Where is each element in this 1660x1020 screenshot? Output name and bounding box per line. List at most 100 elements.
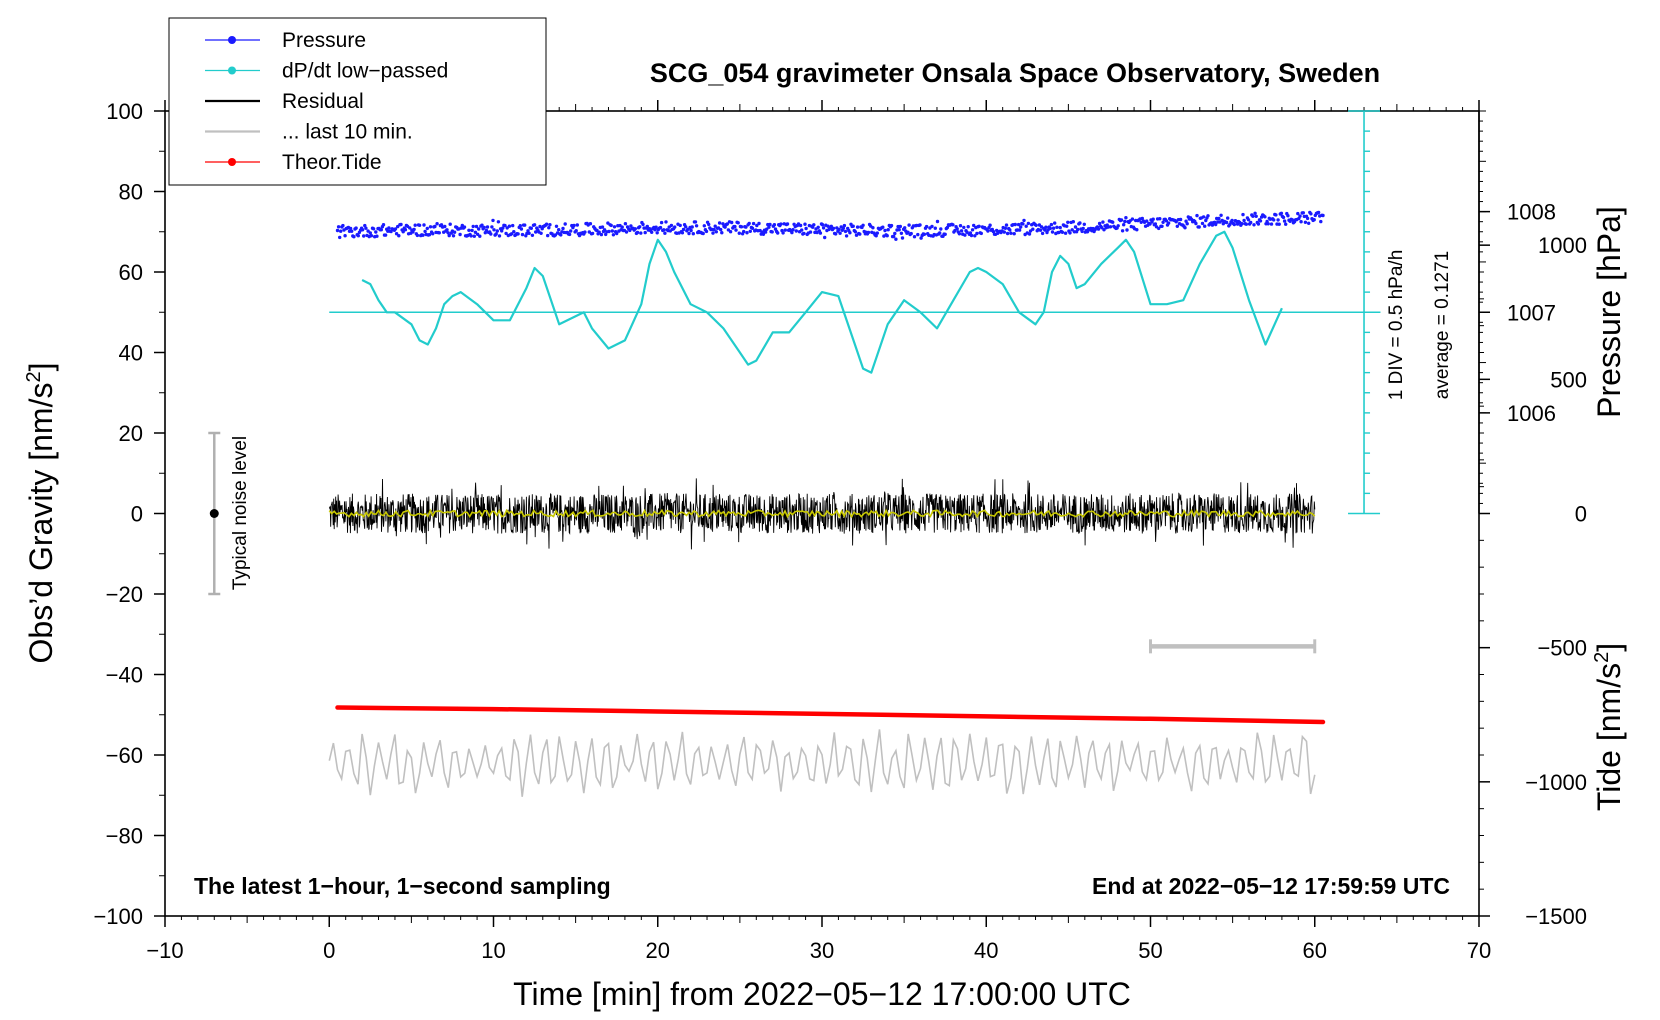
- pressure-point: [821, 226, 826, 230]
- pressure-point: [1197, 225, 1201, 229]
- pressure-point: [452, 230, 457, 234]
- pressure-point: [1124, 216, 1128, 220]
- pressure-point: [363, 223, 367, 228]
- pressure-point: [475, 232, 480, 236]
- pressure-point: [717, 221, 722, 225]
- pressure-point: [655, 231, 659, 235]
- pressure-point: [945, 225, 950, 230]
- pressure-point: [770, 230, 774, 234]
- theor-tide-series: [335, 705, 1326, 725]
- pressure-point: [979, 231, 983, 236]
- pressure-point: [654, 225, 658, 229]
- pressure-point: [338, 235, 342, 240]
- pressure-point: [1017, 228, 1022, 232]
- pressure-point: [669, 223, 674, 228]
- pressure-point: [433, 224, 437, 229]
- pressure-point: [387, 226, 391, 230]
- pressure-point: [1175, 224, 1180, 228]
- pressure-point: [747, 221, 751, 226]
- pressure-point: [1298, 214, 1302, 218]
- pressure-point: [1274, 213, 1278, 217]
- pressure-point: [374, 230, 378, 234]
- pressure-point: [820, 223, 825, 227]
- pressure-point: [903, 226, 907, 230]
- pressure-point: [1203, 224, 1207, 228]
- pressure-point: [986, 229, 990, 233]
- pressure-point: [689, 228, 693, 233]
- pressure-point: [1201, 215, 1206, 219]
- legend-marker: [228, 66, 236, 75]
- pressure-point: [893, 231, 897, 236]
- pressure-point: [963, 233, 967, 237]
- pressure-point: [412, 227, 416, 232]
- pressure-point: [957, 232, 962, 236]
- pressure-point: [818, 231, 823, 235]
- residual-series: [328, 478, 1316, 550]
- pressure-point: [1230, 218, 1234, 223]
- pressure-point: [615, 231, 619, 236]
- pressure-point: [841, 226, 846, 230]
- pressure-point: [803, 222, 807, 226]
- pressure-point: [730, 220, 734, 225]
- pressure-point: [415, 233, 420, 238]
- pressure-point: [413, 223, 417, 227]
- pressure-point: [694, 224, 699, 228]
- pressure-point: [1140, 216, 1145, 221]
- pressure-point: [1078, 221, 1082, 225]
- pressure-point: [739, 225, 744, 229]
- pressure-point: [590, 231, 595, 236]
- pressure-point: [1108, 225, 1113, 229]
- pressure-point: [894, 237, 898, 241]
- pressure-point: [1312, 218, 1316, 222]
- pressure-point: [958, 224, 963, 228]
- legend-label: Theor.Tide: [282, 151, 382, 174]
- legend-label: Residual: [282, 90, 364, 113]
- pressure-point: [1116, 224, 1120, 228]
- pressure-point: [1049, 222, 1054, 227]
- pressure-point: [1178, 217, 1183, 222]
- pressure-point: [1174, 220, 1178, 224]
- pressure-point: [1256, 222, 1261, 226]
- pressure-point: [658, 225, 663, 230]
- pressure-point: [1063, 231, 1068, 235]
- pressure-point: [1122, 223, 1126, 227]
- pressure-point: [383, 233, 388, 237]
- pressure-point: [352, 235, 356, 239]
- pressure-point: [1048, 226, 1053, 231]
- pressure-point: [1161, 220, 1165, 224]
- pressure-point: [597, 230, 601, 234]
- pressure-point: [1068, 231, 1072, 235]
- y-tick-label: −80: [106, 824, 143, 849]
- pressure-point: [446, 231, 450, 235]
- pressure-point: [702, 224, 706, 228]
- pressure-point: [1034, 223, 1038, 227]
- pressure-point: [425, 226, 429, 231]
- pressure-tick-label: 1007: [1507, 300, 1556, 325]
- pressure-point: [1097, 221, 1102, 226]
- pressure-point: [886, 228, 890, 232]
- pressure-point: [1012, 232, 1016, 236]
- pressure-point: [437, 231, 441, 235]
- pressure-point: [851, 224, 855, 228]
- pressure-point: [484, 228, 489, 233]
- pressure-point: [798, 223, 803, 228]
- pressure-point: [489, 232, 493, 236]
- tide-axis-title-main: Tide [nm/s: [1591, 663, 1627, 811]
- pressure-point: [501, 226, 505, 230]
- pressure-point: [829, 224, 833, 228]
- pressure-point: [1130, 217, 1135, 221]
- pressure-point: [755, 223, 759, 228]
- pressure-point: [701, 231, 705, 236]
- pressure-point: [962, 225, 966, 230]
- pressure-point: [713, 224, 717, 228]
- tide-tick-label: 1000: [1538, 233, 1587, 258]
- pressure-point: [802, 231, 806, 236]
- pressure-point: [1040, 231, 1045, 236]
- pressure-point: [469, 234, 473, 238]
- pressure-point: [1279, 211, 1284, 215]
- tide-axis-title: Tide [nm/s2]: [1591, 643, 1627, 811]
- x-tick-label: 0: [323, 938, 335, 963]
- x-tick-label: 60: [1303, 938, 1327, 963]
- pressure-point: [462, 225, 467, 229]
- tide-tick-label: −1000: [1525, 770, 1587, 795]
